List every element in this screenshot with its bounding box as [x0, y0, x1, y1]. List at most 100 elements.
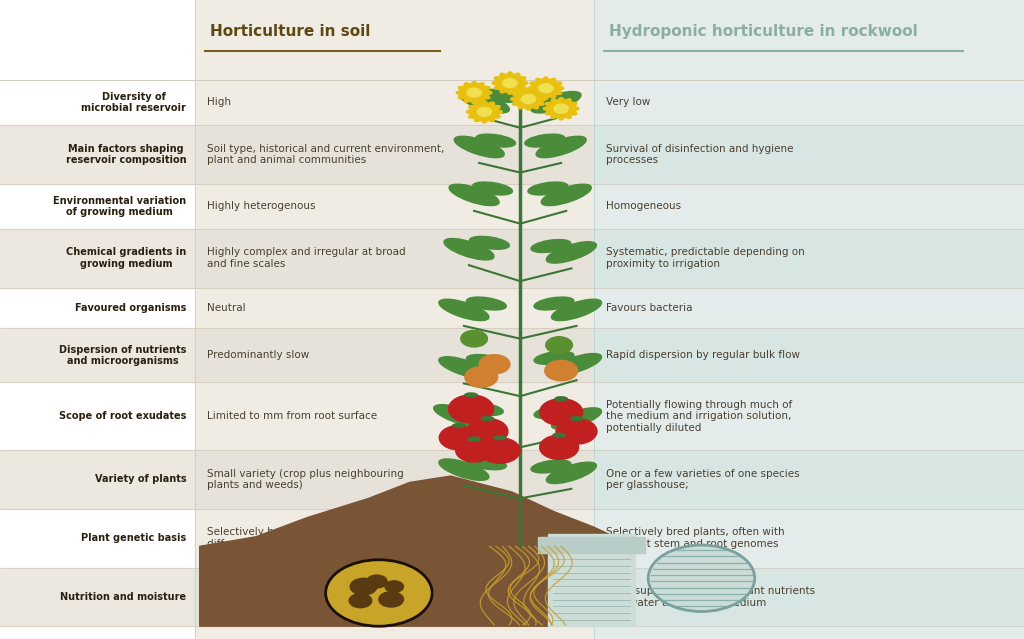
Text: Limited to mm from root surface: Limited to mm from root surface — [207, 412, 377, 421]
Circle shape — [477, 107, 492, 116]
Bar — [0, 0, 195, 80]
Ellipse shape — [551, 99, 571, 118]
Ellipse shape — [467, 355, 506, 367]
Ellipse shape — [546, 102, 577, 115]
Ellipse shape — [476, 134, 515, 147]
Circle shape — [479, 355, 510, 374]
Text: Dispersion of nutrients
and microorganisms: Dispersion of nutrients and microorganis… — [59, 344, 186, 366]
Circle shape — [439, 426, 478, 450]
Ellipse shape — [570, 417, 583, 420]
Circle shape — [554, 104, 568, 113]
Ellipse shape — [474, 102, 495, 121]
Ellipse shape — [530, 82, 561, 95]
Ellipse shape — [544, 105, 580, 112]
Ellipse shape — [459, 86, 489, 99]
Bar — [195, 567, 456, 626]
Ellipse shape — [465, 393, 477, 397]
Circle shape — [540, 435, 579, 459]
Text: Selectively bred plants, often with
different stem and root genomes: Selectively bred plants, often with diff… — [606, 527, 784, 549]
Ellipse shape — [523, 88, 534, 111]
Text: Systematic, predictable depending on
proximity to irrigation: Systematic, predictable depending on pro… — [606, 247, 805, 269]
Circle shape — [540, 399, 583, 426]
Bar — [195, 450, 456, 509]
Ellipse shape — [518, 89, 539, 109]
Ellipse shape — [500, 73, 520, 93]
Circle shape — [539, 84, 553, 93]
Ellipse shape — [535, 406, 573, 419]
Ellipse shape — [460, 91, 509, 113]
Bar — [594, 229, 1024, 288]
Circle shape — [503, 79, 517, 88]
Ellipse shape — [541, 77, 551, 100]
Ellipse shape — [552, 408, 601, 429]
Bar — [538, 537, 645, 553]
Bar — [548, 534, 635, 626]
Ellipse shape — [469, 82, 479, 104]
Ellipse shape — [522, 89, 561, 102]
Bar — [456, 450, 594, 509]
Ellipse shape — [528, 85, 563, 91]
Bar — [195, 229, 456, 288]
Bar — [594, 450, 1024, 509]
Ellipse shape — [500, 73, 520, 93]
Ellipse shape — [469, 105, 500, 118]
Bar — [195, 0, 594, 80]
Circle shape — [556, 419, 597, 444]
Ellipse shape — [494, 436, 506, 440]
Text: Main factors shaping
reservoir composition: Main factors shaping reservoir compositi… — [66, 144, 186, 165]
Ellipse shape — [434, 404, 483, 426]
Ellipse shape — [536, 79, 556, 98]
Ellipse shape — [466, 109, 502, 115]
Circle shape — [521, 95, 536, 104]
Ellipse shape — [455, 136, 504, 158]
Ellipse shape — [551, 99, 571, 118]
Ellipse shape — [525, 134, 564, 147]
Ellipse shape — [531, 91, 581, 113]
Ellipse shape — [555, 397, 567, 401]
Ellipse shape — [531, 460, 570, 473]
Ellipse shape — [495, 77, 525, 89]
Text: Chemical gradients in
growing medium: Chemical gradients in growing medium — [67, 247, 186, 269]
Ellipse shape — [530, 82, 561, 95]
Text: Soil type, historical and current environment,
plant and animal communities: Soil type, historical and current enviro… — [207, 144, 444, 165]
Circle shape — [546, 337, 572, 353]
Text: Hydroponic horticulture in rockwool: Hydroponic horticulture in rockwool — [609, 24, 919, 40]
Ellipse shape — [492, 80, 528, 86]
Ellipse shape — [536, 79, 556, 98]
Circle shape — [367, 575, 387, 588]
Bar — [456, 328, 594, 382]
Bar — [594, 125, 1024, 184]
Bar — [195, 0, 456, 639]
Text: Plant genetic basis: Plant genetic basis — [81, 533, 186, 543]
Ellipse shape — [439, 299, 488, 321]
Ellipse shape — [535, 351, 573, 364]
Ellipse shape — [505, 72, 515, 95]
Ellipse shape — [537, 136, 586, 158]
Ellipse shape — [459, 86, 489, 99]
Ellipse shape — [556, 98, 566, 120]
Bar — [594, 0, 1024, 639]
Bar — [195, 125, 456, 184]
Bar — [456, 567, 594, 626]
Text: Nutrition and moisture: Nutrition and moisture — [60, 592, 186, 602]
Ellipse shape — [444, 238, 494, 260]
Circle shape — [385, 581, 403, 592]
Text: High: High — [207, 98, 230, 107]
Text: Environmental variation
of growing medium: Environmental variation of growing mediu… — [53, 196, 186, 217]
Bar — [0, 567, 195, 626]
Ellipse shape — [464, 403, 503, 415]
Ellipse shape — [531, 240, 570, 252]
Ellipse shape — [546, 102, 577, 115]
Text: Favoured organisms: Favoured organisms — [75, 303, 186, 313]
Circle shape — [449, 395, 494, 423]
Circle shape — [461, 330, 487, 347]
Text: Sparse supply of nutrients, except near roots: Sparse supply of nutrients, except near … — [207, 592, 443, 602]
Text: Rapid dispersion by regular bulk flow: Rapid dispersion by regular bulk flow — [606, 350, 800, 360]
Bar — [0, 229, 195, 288]
Ellipse shape — [542, 184, 591, 206]
Ellipse shape — [510, 96, 547, 102]
Ellipse shape — [474, 102, 495, 121]
Circle shape — [456, 439, 493, 462]
Bar — [594, 0, 1024, 80]
Circle shape — [648, 545, 755, 612]
